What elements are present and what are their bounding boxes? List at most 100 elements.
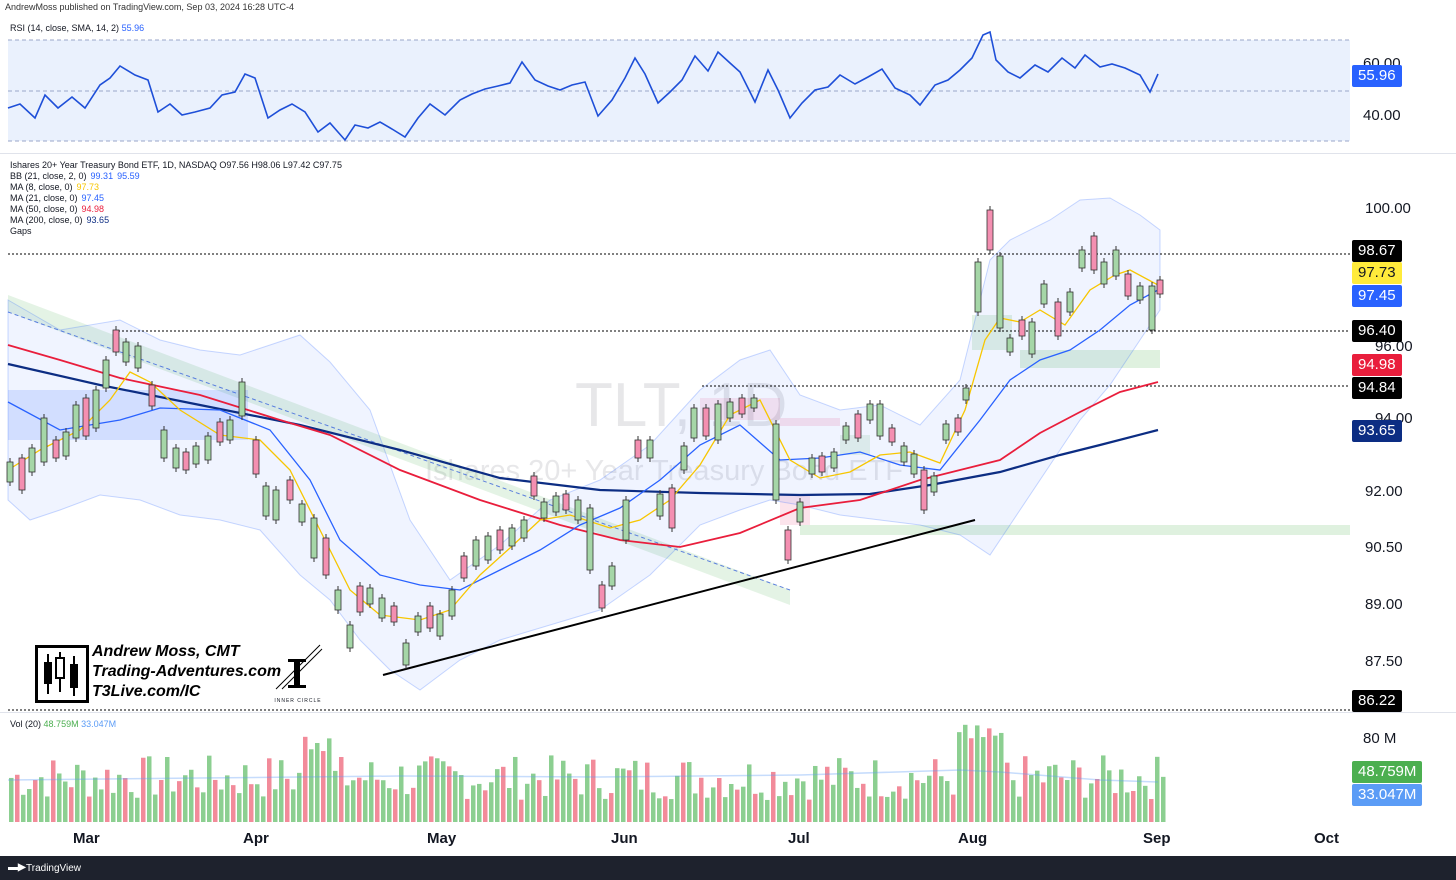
candle-body [310, 517, 318, 559]
candle-body [1156, 279, 1164, 295]
indicator-row-5[interactable]: Gaps [10, 226, 144, 237]
brand-site[interactable]: Trading-Adventures.com [92, 663, 282, 680]
candle-body [390, 605, 398, 623]
volume-bar [933, 759, 938, 822]
volume-bar [825, 766, 830, 822]
pane-separator-volume[interactable] [0, 712, 1456, 713]
volume-bar [225, 775, 230, 822]
gap-zone-green-1 [972, 315, 1012, 350]
volume-bar [411, 787, 416, 822]
symbol-line[interactable]: Ishares 20+ Year Treasury Bond ETF, 1D, … [10, 160, 342, 170]
volume-bar [477, 783, 482, 822]
candle-body [172, 447, 180, 469]
indicator-row-4[interactable]: MA (200, close, 0) 93.65 [10, 215, 144, 226]
volume-bar [831, 784, 836, 822]
volume-bar [915, 780, 920, 822]
ma200-line [7, 362, 1159, 497]
rsi-legend[interactable]: RSI (14, close, SMA, 14, 2) 55.96 [10, 23, 144, 34]
volume-bar [927, 775, 932, 822]
candle-body [112, 329, 120, 353]
indicator-row-1[interactable]: MA (8, close, 0) 97.73 [10, 182, 144, 193]
candle-body [62, 431, 70, 457]
volume-bar [555, 779, 560, 822]
indicator-row-2[interactable]: MA (21, close, 0) 97.45 [10, 193, 144, 204]
price-badge-2: 97.45 [1352, 285, 1402, 307]
volume-bar [1065, 780, 1070, 822]
inner-circle-label: INNER CIRCLE [274, 698, 322, 704]
candle-body [148, 384, 156, 407]
volume-bar [375, 779, 380, 822]
brand-site-2[interactable]: T3Live.com/IC [92, 683, 201, 700]
candle-body [160, 429, 168, 459]
volume-bar [453, 771, 458, 822]
volume-bar [171, 791, 176, 822]
indicator-row-3[interactable]: MA (50, close, 0) 94.98 [10, 204, 144, 215]
candle-body [818, 455, 826, 473]
candle-body [40, 417, 48, 463]
price-badge-6: 93.65 [1352, 420, 1402, 442]
price-axis-100: 100.00 [1365, 200, 1411, 217]
indicator-row-0[interactable]: BB (21, close, 2, 0) 99.31 95.59 [10, 171, 144, 182]
inner-circle-logo-icon: INNER CIRCLE [272, 641, 324, 704]
price-badge-5: 94.84 [1352, 377, 1402, 399]
candle-body [322, 537, 330, 576]
volume-bar [1035, 770, 1040, 822]
candle-body [262, 485, 270, 517]
volume-bar [207, 755, 212, 822]
volume-bar [303, 736, 308, 822]
candle-body [496, 529, 504, 551]
ma21-line [7, 289, 1159, 591]
tradingview-logo-icon: ▬▶ [8, 862, 26, 873]
candle-body [796, 501, 804, 523]
candle-body [910, 453, 918, 475]
volume-bar [321, 751, 326, 822]
volume-bar [21, 794, 26, 822]
volume-bar [465, 798, 470, 822]
volume-bar [1077, 767, 1082, 822]
candle-body [286, 479, 294, 501]
volume-bar [765, 799, 770, 822]
candle-body [402, 642, 410, 666]
candle-body [772, 423, 780, 501]
volume-bar [891, 791, 896, 822]
pane-separator-rsi[interactable] [0, 153, 1456, 154]
candle-body [1066, 291, 1074, 313]
volume-bar [495, 769, 500, 822]
volume-bar [429, 756, 434, 822]
volume-bar [141, 757, 146, 822]
indicator-value: 93.65 [86, 215, 110, 225]
volume-bar [351, 780, 356, 822]
volume-bar [615, 768, 620, 822]
volume-bar [687, 762, 692, 822]
candle-body [830, 451, 838, 469]
volume-bar [9, 777, 14, 822]
volume-title: Vol (20) [10, 719, 42, 729]
candle-body [414, 615, 422, 633]
volume-bar [759, 792, 764, 822]
indicator-legend: BB (21, close, 2, 0) 99.31 95.59 MA (8, clo… [10, 171, 144, 237]
candle-body [530, 475, 538, 497]
volume-legend-value-2: 33.047M [81, 719, 117, 729]
candle-body [598, 584, 606, 609]
volume-bar [897, 786, 902, 822]
volume-bar [675, 775, 680, 822]
gap-zone-red-2 [780, 418, 840, 426]
volume-bar [1053, 764, 1058, 822]
candle-body [426, 605, 434, 629]
indicator-label: MA (50, close, 0) [10, 204, 78, 214]
price-axis-90.5: 90.50 [1365, 539, 1403, 556]
price-axis-92: 92.00 [1365, 483, 1403, 500]
volume-bar [681, 762, 686, 822]
rsi-axis-40: 40.00 [1363, 107, 1401, 124]
volume-legend[interactable]: Vol (20) 48.759M 33.047M [10, 719, 116, 730]
chart-canvas[interactable] [0, 0, 1456, 856]
volume-bar [717, 778, 722, 822]
volume-bar [255, 784, 260, 822]
volume-bar [423, 761, 428, 822]
x-axis-sep: Sep [1143, 830, 1171, 847]
candle-body [540, 501, 548, 519]
volume-bar [519, 799, 524, 822]
volume-bar [591, 759, 596, 822]
volume-bar [837, 758, 842, 822]
footer-brand[interactable]: TradingView [26, 863, 82, 874]
